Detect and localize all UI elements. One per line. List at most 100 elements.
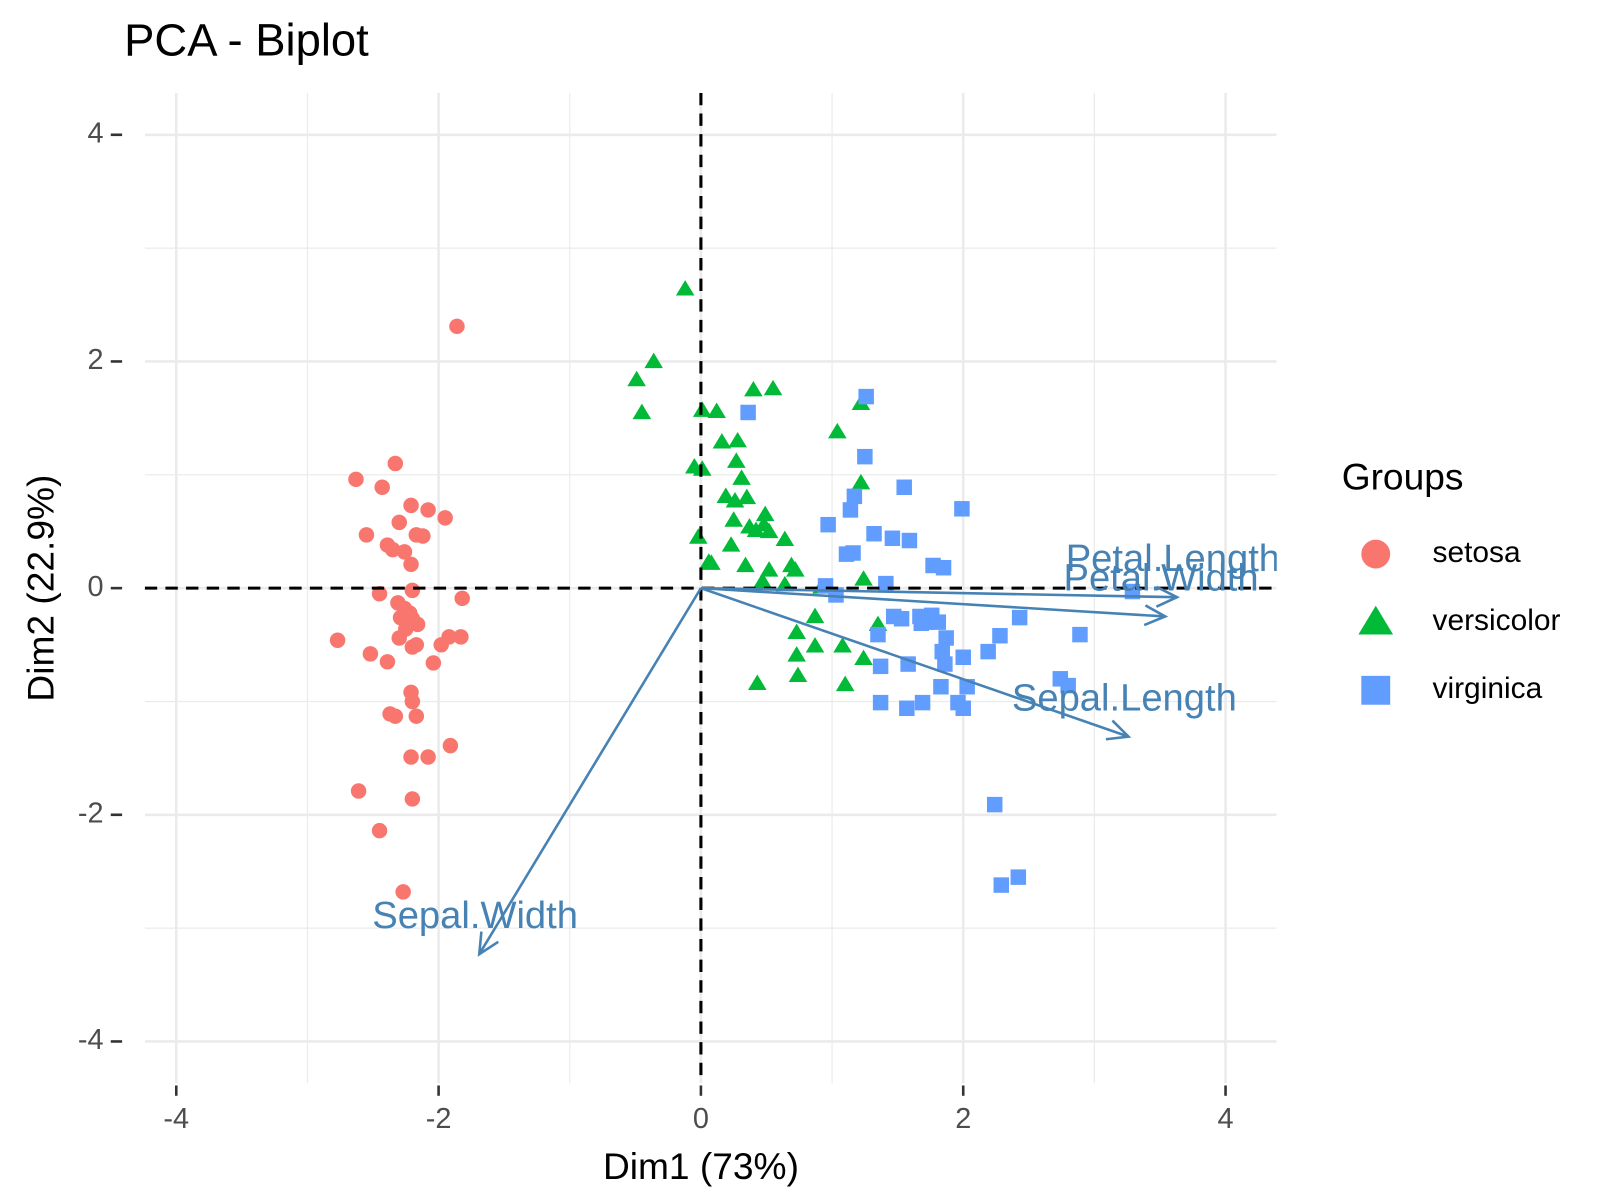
point <box>374 479 390 496</box>
point <box>828 422 847 439</box>
y-tick-label: 4 <box>87 117 103 149</box>
point <box>788 666 808 683</box>
point <box>721 536 741 552</box>
x-axis-title: Dim1 (73%) <box>603 1145 799 1187</box>
point <box>644 352 663 369</box>
point <box>415 528 431 544</box>
point <box>403 497 419 514</box>
point <box>986 796 1003 813</box>
point <box>955 649 971 666</box>
point <box>787 646 806 662</box>
loading-arrow <box>700 586 1166 618</box>
loading-arrow <box>700 586 1178 599</box>
point <box>775 530 795 547</box>
point <box>980 643 996 660</box>
y-tick-label: -2 <box>78 797 104 829</box>
point <box>1010 869 1027 885</box>
point <box>403 749 419 765</box>
point <box>872 658 889 675</box>
point <box>724 511 743 527</box>
point <box>753 572 772 588</box>
point <box>759 561 779 577</box>
point <box>740 404 756 421</box>
point <box>699 553 719 569</box>
point <box>744 380 763 397</box>
point <box>404 791 421 807</box>
point <box>420 502 436 518</box>
point <box>896 479 912 496</box>
point <box>395 884 411 900</box>
point <box>329 632 346 649</box>
legend-marker <box>1361 675 1391 705</box>
point <box>787 623 806 639</box>
point <box>870 626 886 643</box>
legend: setosa versicolor virginica <box>1358 536 1561 705</box>
x-tick-label: -2 <box>426 1103 452 1135</box>
legend-title: Groups <box>1342 456 1464 498</box>
point <box>675 280 695 296</box>
axes: -4 -2 0 2 4 -4 -2 0 2 4 <box>78 117 1234 1135</box>
x-tick-label: 4 <box>1218 1103 1234 1135</box>
point <box>409 616 426 633</box>
point <box>992 627 1008 644</box>
point <box>425 655 442 671</box>
point <box>403 556 419 573</box>
point <box>954 501 970 517</box>
point <box>632 403 652 420</box>
point <box>1060 677 1076 694</box>
point <box>893 610 910 627</box>
legend-label: versicolor <box>1433 604 1561 637</box>
point <box>716 487 736 503</box>
variable-label: Petal.Length <box>1066 537 1280 580</box>
point <box>404 582 421 599</box>
point <box>1072 626 1088 643</box>
legend-marker <box>1361 539 1391 569</box>
point <box>371 822 388 839</box>
point <box>442 737 459 754</box>
point <box>689 528 708 544</box>
arrow-head <box>1155 585 1180 608</box>
point <box>833 637 852 653</box>
point <box>866 525 882 542</box>
point <box>391 514 407 531</box>
variable-label: Sepal.Length <box>1012 677 1237 720</box>
arrow-head <box>1105 719 1132 741</box>
point <box>930 614 947 630</box>
legend-label: virginica <box>1433 672 1543 705</box>
point <box>835 675 855 692</box>
point <box>725 492 745 508</box>
point <box>728 431 747 448</box>
variable-label: Petal.Width <box>1064 556 1259 599</box>
point <box>820 516 836 533</box>
arrow-head <box>477 931 499 957</box>
point <box>408 708 425 724</box>
point <box>913 615 929 632</box>
y-tick-label: 0 <box>87 571 103 603</box>
point <box>433 637 449 653</box>
chart-title: PCA - Biplot <box>124 14 369 65</box>
point <box>842 502 859 518</box>
point <box>857 448 873 465</box>
arrow-head <box>1143 604 1169 627</box>
x-tick-label: -4 <box>163 1103 189 1135</box>
point <box>454 590 470 607</box>
point <box>387 708 404 724</box>
y-tick-label: 2 <box>87 344 103 376</box>
point <box>901 532 918 549</box>
point <box>404 693 421 710</box>
x-tick-label: 0 <box>693 1103 709 1135</box>
point <box>938 630 954 646</box>
point <box>727 452 746 468</box>
point <box>384 541 401 558</box>
point <box>884 530 901 547</box>
point <box>362 646 379 662</box>
point <box>763 379 783 396</box>
point <box>805 607 825 624</box>
point <box>404 639 421 655</box>
point <box>358 527 375 543</box>
point <box>755 505 775 522</box>
